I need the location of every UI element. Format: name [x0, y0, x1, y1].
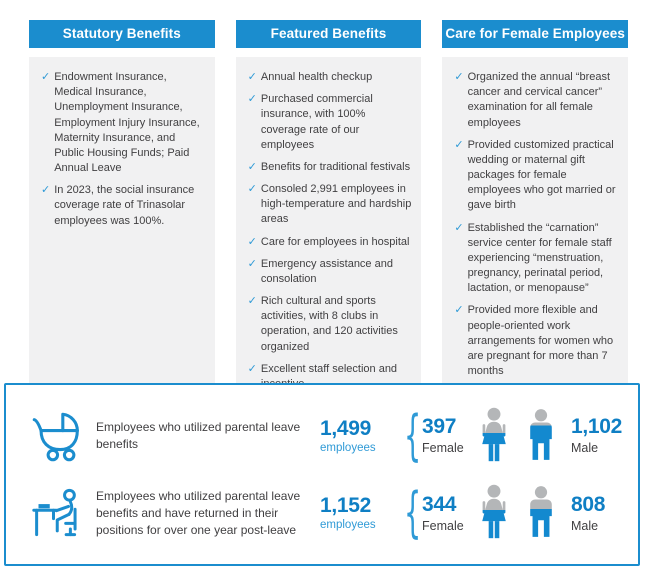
brace-icon: { — [404, 403, 422, 467]
brace-icon: { — [404, 481, 422, 545]
check-icon: ✓ — [41, 184, 51, 197]
benefit-item-text: Established the “carnation” service cent… — [467, 221, 612, 295]
male-pictogram-icon — [523, 407, 559, 465]
female-value: 397 — [422, 415, 457, 439]
benefit-item: ✓ Organized the annual “breast cancer an… — [454, 70, 618, 131]
total-value: 1,499 — [320, 416, 372, 440]
stat-row-label: Employees who utilized parental leave be… — [96, 489, 301, 537]
female-value: 344 — [422, 492, 457, 516]
benefit-item: ✓ Established the “carnation” service ce… — [454, 221, 618, 297]
benefit-item: ✓ Endowment Insurance, Medical Insurance… — [41, 70, 205, 176]
benefit-item: ✓ Benefits for traditional festivals — [248, 160, 412, 175]
benefit-item: ✓ In 2023, the social insurance coverage… — [41, 183, 205, 229]
benefit-item-text: Endowment Insurance, Medical Insurance, … — [54, 71, 200, 175]
baby-stroller-icon — [26, 408, 96, 464]
total-stat: 1,152 employees — [320, 494, 398, 532]
male-stat: 1,102 Male — [571, 415, 643, 456]
benefit-item: ✓ Consoled 2,991 employees in high-tempe… — [248, 182, 412, 228]
check-icon: ✓ — [247, 71, 257, 83]
benefit-column-featured: Featured Benefits ✓ Annual health checku… — [235, 20, 422, 403]
stat-row-label: Employees who utilized parental leave be… — [96, 419, 301, 451]
check-icon: ✓ — [454, 138, 464, 151]
benefit-item: ✓ Provided more flexible and people-orie… — [454, 303, 618, 379]
check-icon: ✓ — [247, 160, 257, 173]
female-label: Female — [422, 518, 464, 533]
total-unit: employees — [320, 441, 376, 454]
benefit-item-text: Consoled 2,991 employees in high-tempera… — [260, 183, 412, 226]
benefit-item-text: Provided customized practical wedding or… — [467, 138, 616, 212]
check-icon: ✓ — [247, 93, 257, 106]
check-icon: ✓ — [454, 304, 464, 317]
male-label: Male — [571, 441, 599, 456]
column-header-statutory: Statutory Benefits — [29, 20, 215, 48]
check-icon: ✓ — [247, 183, 257, 196]
column-body-female-care: ✓ Organized the annual “breast cancer an… — [442, 57, 629, 403]
check-icon: ✓ — [247, 235, 257, 248]
check-icon: ✓ — [454, 221, 464, 234]
benefit-item-text: Provided more flexible and people-orient… — [467, 304, 614, 378]
benefit-item: ✓ Annual health checkup — [248, 70, 412, 85]
female-pictogram-icon — [475, 407, 513, 465]
benefit-item: ✓ Rich cultural and sports activities, w… — [248, 294, 412, 355]
benefit-item-text: Organized the annual “breast cancer and … — [467, 71, 611, 129]
female-stat: 397 Female — [422, 415, 470, 456]
total-stat: 1,499 employees — [320, 416, 398, 454]
benefit-item: ✓ Emergency assistance and consolation — [248, 257, 412, 287]
female-stat: 344 Female — [422, 492, 470, 533]
total-unit: employees — [320, 519, 376, 532]
benefit-item-text: Benefits for traditional festivals — [260, 160, 411, 173]
male-value: 1,102 — [571, 415, 623, 439]
stat-row-returned-post-leave: Employees who utilized parental leave be… — [26, 484, 630, 542]
check-icon: ✓ — [247, 295, 257, 308]
male-stat: 808 Male — [571, 492, 643, 533]
female-pictogram-icon — [475, 484, 513, 542]
benefit-column-statutory: Statutory Benefits ✓ Endowment Insurance… — [29, 20, 215, 403]
check-icon: ✓ — [247, 362, 257, 375]
benefit-item: ✓ Care for employees in hospital — [248, 235, 412, 250]
stat-row-parental-leave: Employees who utilized parental leave be… — [26, 407, 630, 465]
benefit-item-text: Emergency assistance and consolation — [260, 257, 393, 285]
parental-leave-stats-panel: Employees who utilized parental leave be… — [4, 383, 640, 566]
employee-at-desk-icon — [26, 484, 96, 542]
column-header-female-care: Care for Female Employees — [442, 20, 629, 48]
benefit-columns: Statutory Benefits ✓ Endowment Insurance… — [29, 20, 629, 403]
benefit-item: ✓ Purchased commercial insurance, with 1… — [248, 92, 412, 153]
male-pictogram-icon — [523, 484, 559, 542]
column-header-featured: Featured Benefits — [235, 20, 422, 48]
male-value: 808 — [571, 492, 606, 516]
male-label: Male — [571, 518, 599, 533]
check-icon: ✓ — [454, 71, 464, 83]
column-body-statutory: ✓ Endowment Insurance, Medical Insurance… — [29, 57, 215, 403]
benefit-item: ✓ Provided customized practical wedding … — [454, 138, 618, 214]
benefit-item-text: Rich cultural and sports activities, wit… — [260, 295, 398, 353]
female-label: Female — [422, 441, 464, 456]
benefit-item-text: Care for employees in hospital — [260, 235, 410, 248]
column-body-featured: ✓ Annual health checkup ✓ Purchased comm… — [235, 57, 422, 403]
total-value: 1,152 — [320, 494, 372, 518]
benefit-item-text: In 2023, the social insurance coverage r… — [54, 184, 195, 227]
benefit-column-female-care: Care for Female Employees ✓ Organized th… — [442, 20, 629, 403]
check-icon: ✓ — [41, 71, 51, 83]
check-icon: ✓ — [247, 257, 257, 270]
benefit-item-text: Annual health checkup — [260, 71, 373, 83]
benefit-item-text: Purchased commercial insurance, with 100… — [260, 93, 373, 151]
